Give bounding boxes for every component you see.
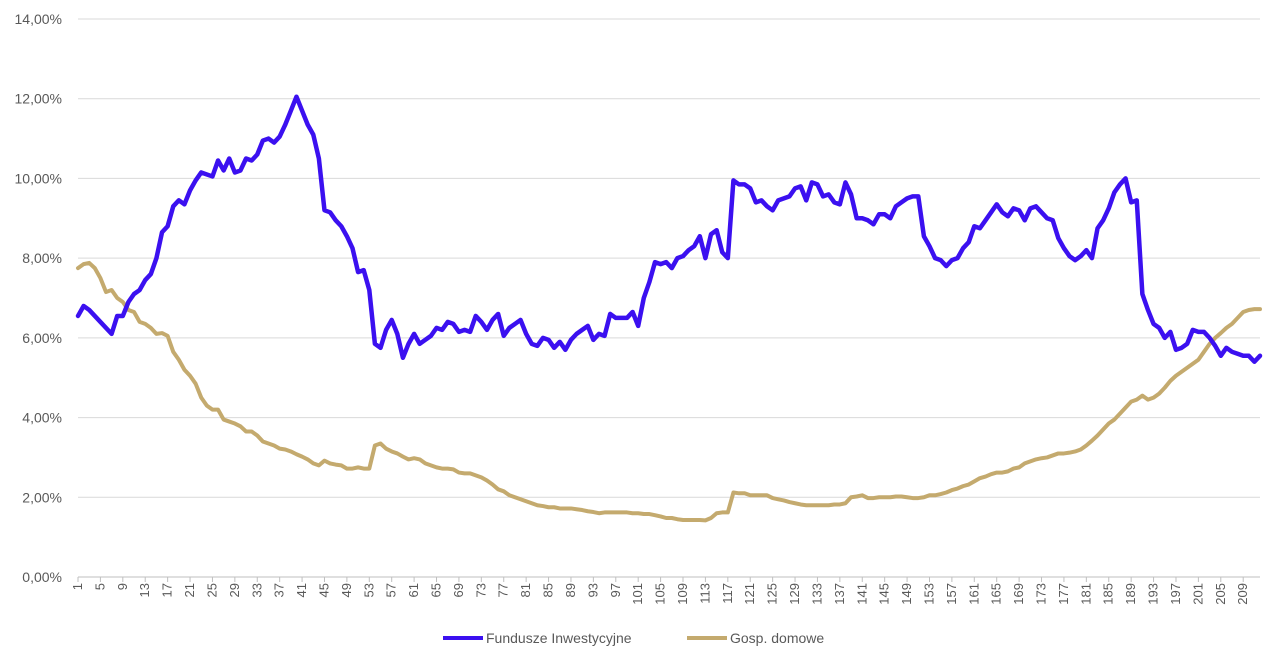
x-tick-label: 25 [204,583,219,597]
x-tick-label: 97 [608,583,623,597]
x-tick-label: 17 [160,583,175,597]
x-tick-label: 69 [451,583,466,597]
x-tick-label: 77 [496,583,511,597]
x-tick-label: 133 [809,583,824,605]
x-tick-label: 197 [1168,583,1183,605]
x-tick-label: 209 [1235,583,1250,605]
x-tick-label: 189 [1123,583,1138,605]
x-tick-label: 149 [899,583,914,605]
x-tick-label: 53 [361,583,376,597]
y-axis-ticks: 0,00% 2,00% 4,00% 6,00% 8,00% 10,00% 12,00% 14,… [15,11,62,585]
x-tick-label: 101 [630,583,645,605]
x-tick-label: 61 [406,583,421,597]
y-tick-label: 10,00% [15,170,62,186]
x-tick-label: 29 [227,583,242,597]
x-tick-label: 93 [585,583,600,597]
y-tick-label: 12,00% [15,91,62,107]
x-tick-label: 105 [653,583,668,605]
x-tick-label: 85 [541,583,556,597]
y-tick-label: 6,00% [22,330,62,346]
x-tick-label: 165 [989,583,1004,605]
x-tick-label: 37 [272,583,287,597]
y-tick-label: 14,00% [15,11,62,27]
x-tick-label: 57 [384,583,399,597]
x-tick-label: 157 [944,583,959,605]
x-tick-label: 9 [115,583,130,590]
x-tick-label: 169 [1011,583,1026,605]
x-tick-label: 21 [182,583,197,597]
x-tick-label: 145 [877,583,892,605]
x-tick-label: 137 [832,583,847,605]
x-tick-label: 89 [563,583,578,597]
x-tick-label: 129 [787,583,802,605]
x-tick-label: 125 [765,583,780,605]
x-tick-label: 173 [1034,583,1049,605]
series-line-1 [76,260,1262,523]
series-line-0 [75,94,1263,365]
x-tick-label: 177 [1056,583,1071,605]
x-tick-label: 13 [137,583,152,597]
x-tick-label: 113 [697,583,712,604]
legend-label-1: Gosp. domowe [730,630,824,646]
x-tick-label: 65 [429,583,444,597]
x-tick-label: 49 [339,583,354,597]
legend-label-0: Fundusze Inwestycyjne [486,630,632,646]
grid-lines [78,18,1260,578]
x-tick-label: 205 [1213,583,1228,605]
x-tick-label: 193 [1146,583,1161,605]
x-tick-label: 5 [92,583,107,590]
x-tick-label: 117 [720,583,735,604]
y-tick-label: 2,00% [22,489,62,505]
x-tick-label: 41 [294,583,309,597]
x-tick-label: 161 [966,583,981,605]
x-tick-label: 185 [1101,583,1116,605]
y-tick-label: 0,00% [22,569,62,585]
series-lines [75,94,1263,523]
x-tick-label: 141 [854,583,869,605]
x-tick-label: 181 [1078,583,1093,605]
x-tick-label: 1 [70,583,85,590]
x-tick-label: 45 [316,583,331,597]
x-axis: 1 5 9 13 17 21 25 29 33 37 41 45 49 53 57 61 65 69 73 77 81 8… [70,577,1250,605]
x-tick-label: 81 [518,583,533,597]
x-tick-label: 121 [742,583,757,605]
legend: Fundusze Inwestycyjne Gosp. domowe [443,630,824,646]
x-tick-label: 201 [1190,583,1205,605]
y-tick-label: 4,00% [22,410,62,426]
y-tick-label: 8,00% [22,250,62,266]
x-tick-label: 33 [249,583,264,597]
x-tick-label: 73 [473,583,488,597]
x-tick-label: 109 [675,583,690,605]
x-tick-label: 153 [921,583,936,605]
